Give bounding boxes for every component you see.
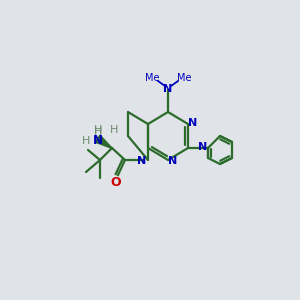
Text: H: H xyxy=(94,127,102,137)
Text: N: N xyxy=(168,156,178,166)
Text: Me: Me xyxy=(177,73,191,83)
Text: N: N xyxy=(137,156,147,166)
Polygon shape xyxy=(96,135,112,148)
Text: N: N xyxy=(164,84,172,94)
Text: O: O xyxy=(111,176,121,188)
Text: H: H xyxy=(94,125,102,135)
Text: N: N xyxy=(188,118,198,128)
Text: Me: Me xyxy=(145,73,159,83)
Text: H: H xyxy=(82,136,90,146)
Text: H: H xyxy=(110,125,118,135)
Text: N: N xyxy=(93,134,103,148)
Text: N: N xyxy=(198,142,208,152)
